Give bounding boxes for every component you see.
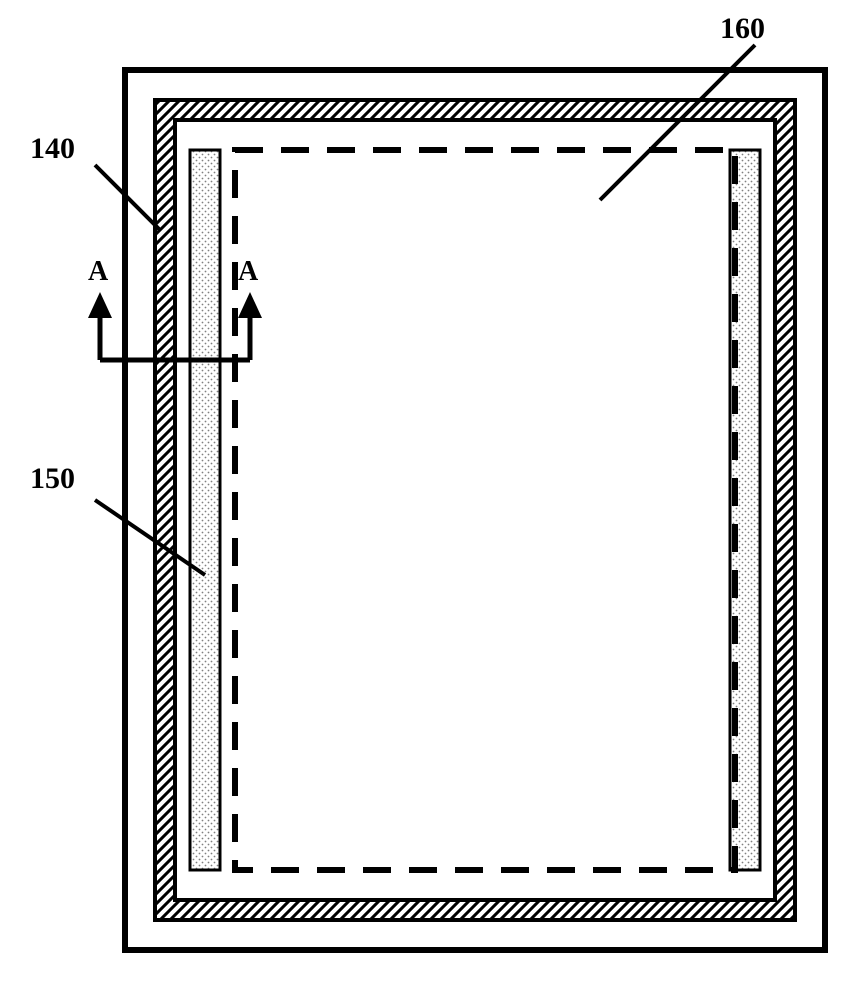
hatched-frame — [155, 100, 795, 920]
callout-140-label: 140 — [30, 132, 75, 166]
dotted-bar-left — [190, 150, 220, 870]
dashed-rect — [235, 150, 735, 870]
diagram-canvas: 160 140 150 A A — [0, 0, 850, 1000]
callout-160-label: 160 — [720, 12, 765, 46]
section-arrowhead-1 — [238, 292, 262, 318]
diagram-svg — [0, 0, 850, 1000]
hatched-frame-inner-edge — [175, 120, 775, 900]
section-arrowhead-0 — [88, 292, 112, 318]
outer-rect — [125, 70, 825, 950]
section-label-a2: A — [238, 256, 258, 288]
section-label-a1: A — [88, 256, 108, 288]
callout-150-label: 150 — [30, 462, 75, 496]
